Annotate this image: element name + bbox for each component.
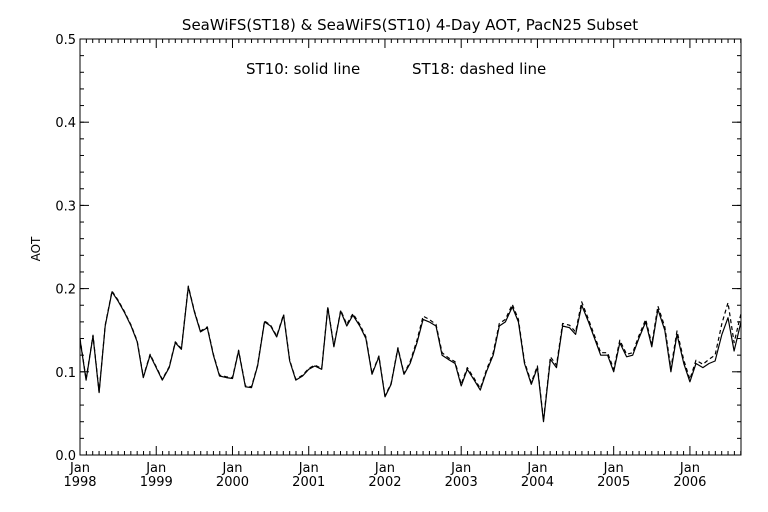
- y-tick-label: 0.5: [55, 33, 76, 48]
- chart-title: SeaWiFS(ST18) & SeaWiFS(ST10) 4-Day AOT,…: [182, 16, 638, 34]
- y-tick-label: 0.4: [55, 116, 76, 131]
- legend-annotation-solid: ST10: solid line: [246, 60, 360, 78]
- y-tick-label: 0.3: [55, 199, 76, 214]
- x-tick-year-label: 2006: [673, 475, 706, 490]
- x-tick-month-label: Jan: [298, 461, 319, 476]
- y-tick-label: 0.1: [55, 366, 76, 381]
- x-tick-month-label: Jan: [145, 461, 166, 476]
- x-tick-month-label: Jan: [69, 461, 90, 476]
- x-tick-year-label: 2001: [292, 475, 325, 490]
- series-line-st18: [79, 285, 742, 421]
- y-tick-label: 0.0: [55, 449, 76, 464]
- y-axis-ticks: 0.0 0.1 0.2 0.3 0.4 0.5: [55, 33, 741, 464]
- x-tick-month-label: Jan: [526, 461, 547, 476]
- x-tick-year-label: 2004: [521, 475, 554, 490]
- x-tick-month-label: Jan: [221, 461, 242, 476]
- legend-annotation-dashed: ST18: dashed line: [412, 60, 546, 78]
- x-tick-year-label: 1998: [63, 475, 96, 490]
- x-tick-month-label: Jan: [450, 461, 471, 476]
- x-tick-year-label: 1999: [140, 475, 173, 490]
- series-line-st10: [79, 286, 742, 423]
- y-axis-label: AOT: [29, 236, 43, 261]
- x-tick-month-label: Jan: [374, 461, 395, 476]
- x-tick-year-label: 2000: [216, 475, 249, 490]
- x-tick-month-label: Jan: [603, 461, 624, 476]
- x-tick-month-label: Jan: [679, 461, 700, 476]
- x-tick-year-label: 2005: [597, 475, 630, 490]
- y-tick-label: 0.2: [55, 283, 76, 298]
- x-tick-year-label: 2002: [368, 475, 401, 490]
- x-tick-year-label: 2003: [445, 475, 478, 490]
- x-axis-ticks: Jan1998Jan1999Jan2000Jan2001Jan2002Jan20…: [63, 39, 742, 490]
- series-layer: [79, 285, 742, 423]
